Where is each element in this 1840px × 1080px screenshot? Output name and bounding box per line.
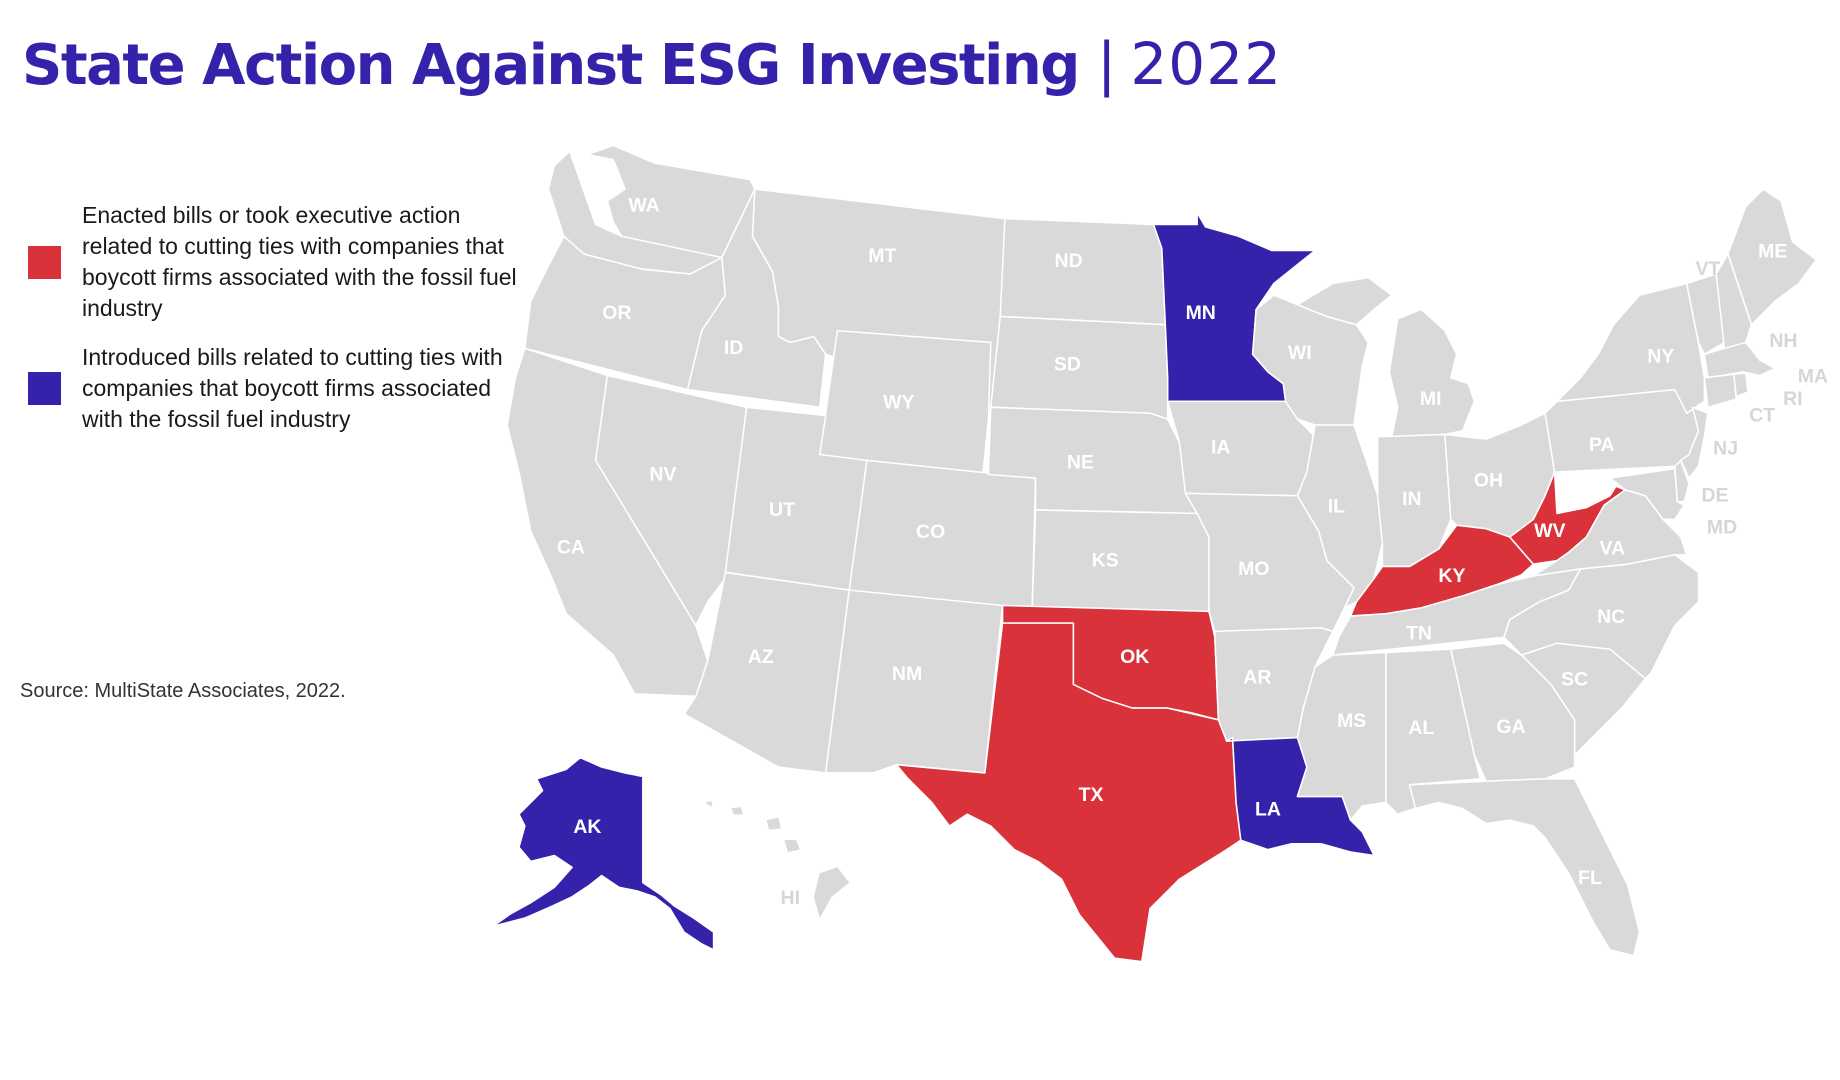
label-TN: TN — [1406, 623, 1432, 645]
label-KS: KS — [1092, 550, 1119, 572]
title-separator: | — [1096, 30, 1117, 98]
label-GA: GA — [1496, 716, 1525, 738]
label-SD: SD — [1054, 354, 1081, 376]
label-NJ: NJ — [1713, 437, 1738, 459]
page-title: State Action Against ESG Investing | 202… — [22, 30, 1282, 110]
label-NV: NV — [649, 463, 676, 485]
title-year: 2022 — [1130, 30, 1282, 98]
state-PA[interactable] — [1544, 388, 1700, 473]
state-HI[interactable] — [705, 801, 850, 919]
legend-swatch-introduced — [28, 372, 61, 405]
map-legend: Enacted bills or took executive action r… — [28, 200, 528, 453]
state-IA[interactable] — [1166, 400, 1316, 497]
label-NY: NY — [1647, 345, 1674, 367]
label-OH: OH — [1474, 469, 1503, 491]
state-labels: WA OR CA ID NV MT WY UT AZ CO NM ND SD N… — [557, 195, 1828, 909]
state-FL[interactable] — [1408, 778, 1641, 957]
state-TX[interactable] — [895, 622, 1242, 963]
state-ME[interactable] — [1727, 188, 1818, 326]
state-NC[interactable] — [1503, 553, 1700, 680]
label-ND: ND — [1055, 250, 1083, 272]
state-AK[interactable] — [492, 756, 715, 951]
state-NY[interactable] — [1556, 282, 1706, 414]
label-PA: PA — [1589, 434, 1615, 456]
label-ID: ID — [724, 337, 743, 359]
state-MI[interactable] — [1296, 276, 1476, 438]
label-CT: CT — [1749, 404, 1775, 426]
label-HI: HI — [781, 887, 800, 909]
state-IL[interactable] — [1296, 424, 1384, 609]
label-AZ: AZ — [748, 646, 774, 668]
label-MO: MO — [1238, 558, 1269, 580]
label-SC: SC — [1561, 669, 1588, 691]
label-AK: AK — [573, 816, 601, 838]
label-MS: MS — [1337, 710, 1366, 732]
state-ND[interactable] — [999, 217, 1167, 326]
source-note: Source: MultiState Associates, 2022. — [20, 680, 346, 702]
label-LA: LA — [1255, 798, 1281, 820]
label-IL: IL — [1328, 495, 1345, 517]
label-AR: AR — [1243, 666, 1271, 688]
label-OK: OK — [1120, 646, 1149, 668]
label-CA: CA — [557, 537, 585, 559]
state-VT[interactable] — [1685, 273, 1726, 355]
legend-text-enacted: Enacted bills or took executive action r… — [82, 202, 517, 321]
label-WI: WI — [1288, 342, 1312, 364]
label-WA: WA — [628, 195, 659, 217]
legend-swatch-enacted — [28, 245, 61, 279]
state-NH[interactable] — [1715, 253, 1753, 350]
label-TX: TX — [1079, 784, 1104, 806]
legend-text-introduced: Introduced bills related to cutting ties… — [82, 344, 503, 432]
label-NH: NH — [1769, 330, 1797, 352]
label-WY: WY — [883, 391, 914, 413]
label-OR: OR — [602, 302, 631, 324]
state-MD[interactable] — [1609, 467, 1686, 521]
label-WV: WV — [1534, 520, 1565, 542]
label-DE: DE — [1701, 485, 1728, 507]
label-MN: MN — [1186, 302, 1216, 324]
label-MT: MT — [868, 245, 896, 267]
label-KY: KY — [1438, 565, 1465, 587]
label-IA: IA — [1211, 436, 1230, 458]
label-CO: CO — [916, 521, 945, 543]
label-AL: AL — [1408, 717, 1434, 739]
label-MI: MI — [1420, 388, 1442, 410]
label-NE: NE — [1067, 452, 1094, 474]
state-KS[interactable] — [1031, 509, 1210, 613]
state-NJ[interactable] — [1680, 406, 1709, 479]
label-MA: MA — [1798, 366, 1828, 388]
legend-item-introduced: Introduced bills related to cutting ties… — [28, 342, 528, 435]
label-FL: FL — [1578, 867, 1602, 889]
label-VA: VA — [1600, 538, 1626, 560]
legend-item-enacted: Enacted bills or took executive action r… — [28, 200, 528, 324]
label-ME: ME — [1758, 241, 1787, 263]
label-MD: MD — [1707, 517, 1737, 539]
state-RI[interactable] — [1733, 372, 1749, 398]
label-VT: VT — [1695, 258, 1720, 280]
label-IN: IN — [1402, 488, 1421, 510]
label-UT: UT — [769, 499, 795, 521]
state-AZ[interactable] — [683, 571, 850, 774]
label-NC: NC — [1597, 606, 1625, 628]
label-RI: RI — [1783, 388, 1802, 410]
state-CT[interactable] — [1703, 373, 1737, 409]
label-NM: NM — [892, 663, 922, 685]
title-main: State Action Against ESG Investing — [22, 33, 1080, 98]
